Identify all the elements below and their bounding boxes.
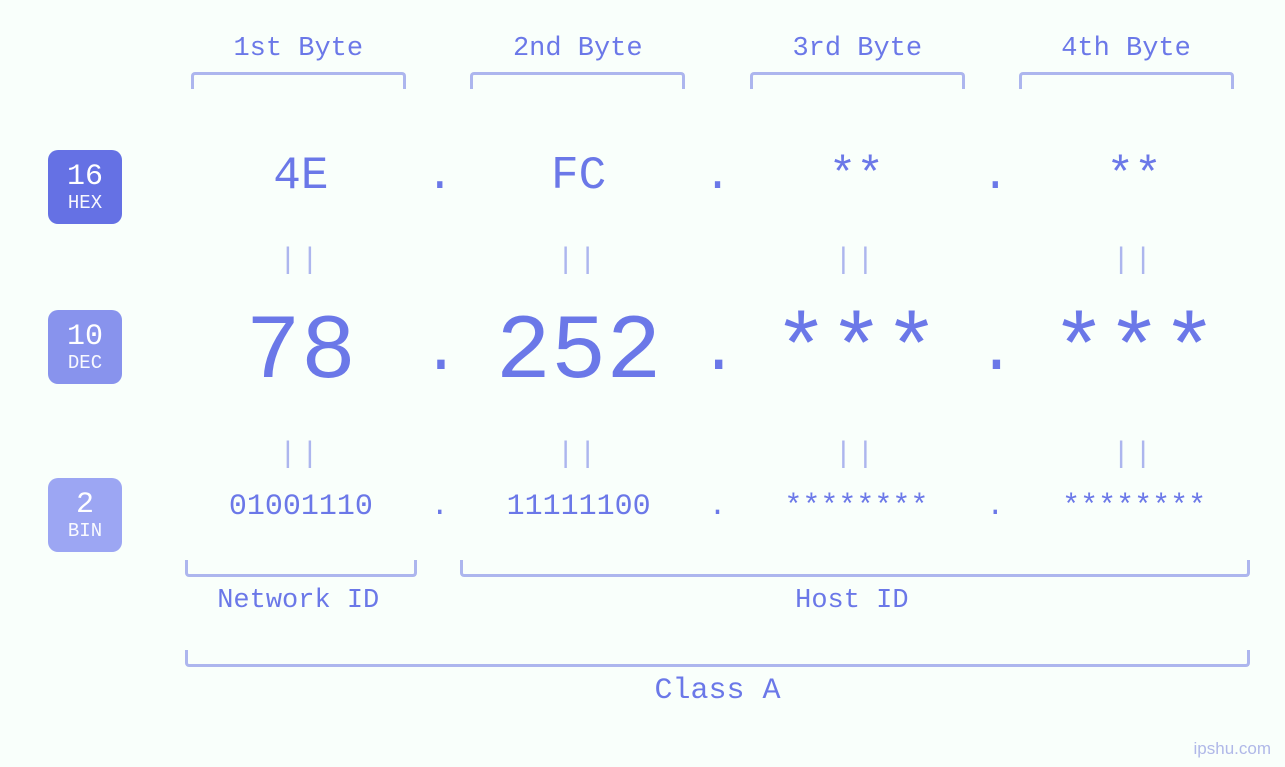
byte-bracket — [470, 72, 685, 89]
badge-bin-name: BIN — [68, 522, 102, 541]
badge-hex-number: 16 — [67, 162, 103, 192]
row-dec: 78 . 252 . *** . *** — [180, 300, 1255, 405]
byte-label: 2nd Byte — [470, 34, 685, 64]
badge-hex: 16 HEX — [48, 150, 122, 224]
watermark: ipshu.com — [1194, 739, 1271, 759]
hex-byte-1: 4E — [180, 150, 422, 202]
byte-header-row: 1st Byte 2nd Byte 3rd Byte 4th Byte — [180, 34, 1255, 114]
dot-separator: . — [977, 150, 1013, 202]
badge-bin: 2 BIN — [48, 478, 122, 552]
dot-separator: . — [422, 317, 458, 389]
byte-label: 3rd Byte — [750, 34, 965, 64]
ip-diagram: 1st Byte 2nd Byte 3rd Byte 4th Byte 4E .… — [180, 0, 1255, 727]
row-bin: 01001110 . 11111100 . ******** . *******… — [180, 490, 1255, 524]
equals-icon: || — [458, 438, 700, 472]
dot-separator: . — [977, 490, 1013, 524]
badge-dec-number: 10 — [67, 322, 103, 352]
dec-byte-1: 78 — [180, 300, 422, 405]
equals-icon: || — [1013, 438, 1255, 472]
class-bracket — [185, 650, 1250, 667]
bin-byte-2: 11111100 — [458, 490, 700, 524]
byte-bracket — [750, 72, 965, 89]
badge-bin-number: 2 — [76, 490, 94, 520]
bin-byte-4: ******** — [1013, 490, 1255, 524]
equals-icon: || — [458, 244, 700, 278]
dot-separator: . — [977, 317, 1013, 389]
equals-row-2: || || || || — [180, 438, 1255, 472]
bin-byte-3: ******** — [736, 490, 978, 524]
equals-row-1: || || || || — [180, 244, 1255, 278]
byte-header-3: 3rd Byte — [750, 34, 965, 89]
byte-label: 1st Byte — [191, 34, 406, 64]
dot-separator: . — [422, 150, 458, 202]
badge-dec: 10 DEC — [48, 310, 122, 384]
bin-byte-1: 01001110 — [180, 490, 422, 524]
dec-byte-4: *** — [1013, 300, 1255, 405]
dot-separator: . — [700, 490, 736, 524]
byte-bracket — [1019, 72, 1234, 89]
byte-header-4: 4th Byte — [1019, 34, 1234, 89]
equals-icon: || — [1013, 244, 1255, 278]
dec-byte-3: *** — [736, 300, 978, 405]
badge-hex-name: HEX — [68, 194, 102, 213]
hex-byte-2: FC — [458, 150, 700, 202]
row-hex: 4E . FC . ** . ** — [180, 150, 1255, 202]
byte-header-1: 1st Byte — [191, 34, 406, 89]
network-id-bracket — [185, 560, 417, 577]
host-id-label: Host ID — [460, 586, 1245, 616]
byte-label: 4th Byte — [1019, 34, 1234, 64]
equals-icon: || — [736, 244, 978, 278]
class-label: Class A — [180, 674, 1255, 708]
dot-separator: . — [700, 150, 736, 202]
id-bracket-row: Network ID Host ID — [180, 560, 1255, 650]
byte-bracket — [191, 72, 406, 89]
dot-separator: . — [422, 490, 458, 524]
equals-icon: || — [180, 438, 422, 472]
dec-byte-2: 252 — [458, 300, 700, 405]
host-id-bracket — [460, 560, 1251, 577]
hex-byte-4: ** — [1013, 150, 1255, 202]
equals-icon: || — [180, 244, 422, 278]
network-id-label: Network ID — [185, 586, 411, 616]
hex-byte-3: ** — [736, 150, 978, 202]
byte-header-2: 2nd Byte — [470, 34, 685, 89]
badge-dec-name: DEC — [68, 354, 102, 373]
dot-separator: . — [700, 317, 736, 389]
equals-icon: || — [736, 438, 978, 472]
